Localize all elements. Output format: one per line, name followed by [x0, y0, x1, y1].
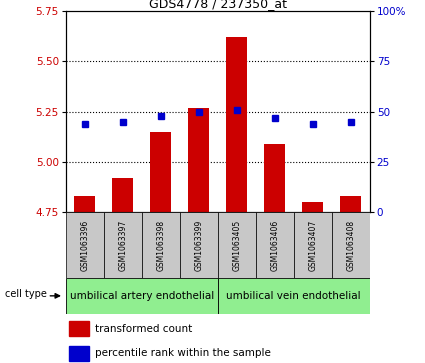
Bar	[340, 196, 361, 212]
Bar	[188, 107, 209, 212]
Bar	[69, 346, 89, 360]
Bar	[66, 212, 104, 278]
Bar	[150, 132, 171, 212]
Text: cell type: cell type	[5, 289, 47, 299]
Bar	[180, 212, 218, 278]
Bar	[74, 196, 95, 212]
Bar	[218, 212, 256, 278]
Text: transformed count: transformed count	[95, 324, 192, 334]
Bar	[104, 212, 142, 278]
Bar	[66, 278, 218, 314]
Bar	[302, 202, 323, 212]
Bar	[227, 37, 247, 212]
Bar	[264, 144, 285, 212]
Text: GSM1063398: GSM1063398	[156, 220, 165, 270]
Text: umbilical artery endothelial: umbilical artery endothelial	[70, 291, 214, 301]
Bar	[332, 212, 370, 278]
Bar	[256, 212, 294, 278]
Text: GSM1063406: GSM1063406	[270, 219, 279, 271]
Text: GSM1063399: GSM1063399	[194, 219, 203, 271]
Bar	[142, 212, 180, 278]
Text: percentile rank within the sample: percentile rank within the sample	[95, 348, 271, 358]
Text: umbilical vein endothelial: umbilical vein endothelial	[227, 291, 361, 301]
Text: GSM1063396: GSM1063396	[80, 219, 89, 271]
Bar	[218, 278, 370, 314]
Text: GSM1063408: GSM1063408	[346, 220, 355, 270]
Bar	[294, 212, 332, 278]
Text: GSM1063397: GSM1063397	[118, 219, 127, 271]
Bar	[69, 321, 89, 336]
Text: GSM1063405: GSM1063405	[232, 219, 241, 271]
Bar	[112, 178, 133, 212]
Text: GSM1063407: GSM1063407	[308, 219, 317, 271]
Title: GDS4778 / 237350_at: GDS4778 / 237350_at	[149, 0, 287, 10]
